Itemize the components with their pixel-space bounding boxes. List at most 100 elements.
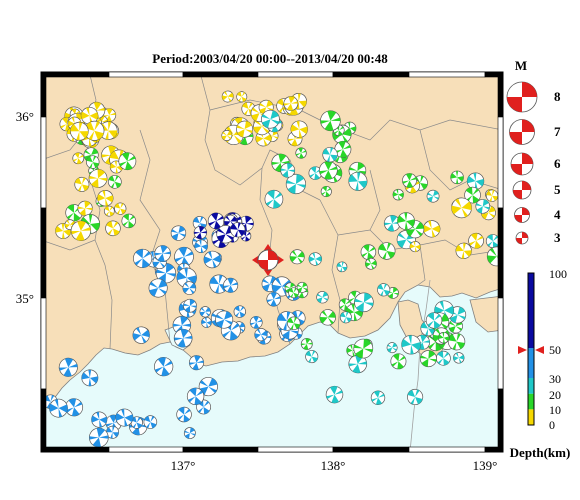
- event-beachball: [230, 222, 246, 238]
- magnitude-label-5: 5: [554, 182, 561, 197]
- event-beachball: [98, 121, 118, 140]
- event-beachball: [91, 411, 108, 428]
- magnitude-label-7: 7: [554, 124, 561, 139]
- event-beachball: [280, 162, 296, 178]
- event-beachball: [377, 242, 396, 260]
- magnitude-label-4: 4: [554, 207, 561, 222]
- event-beachball: [223, 277, 239, 293]
- depth-band: [528, 273, 534, 348]
- event-beachball: [154, 357, 174, 377]
- event-beachball: [121, 213, 136, 229]
- event-beachball: [188, 355, 205, 371]
- event-beachball: [115, 408, 134, 427]
- event-beachball: [77, 200, 93, 216]
- map-frame: [40, 71, 504, 453]
- depth-label-20: 20: [549, 388, 561, 402]
- event-beachball: [339, 311, 352, 324]
- event-beachball: [194, 239, 208, 253]
- event-beachball: [485, 189, 499, 202]
- plate-boundary: [409, 279, 431, 452]
- event-markers: [43, 90, 503, 448]
- event-beachball: [80, 106, 99, 125]
- event-beachball: [182, 281, 197, 295]
- event-beachball: [58, 357, 78, 377]
- magnitude-legend-title: M: [515, 58, 527, 73]
- event-beachball: [426, 189, 440, 203]
- event-beachball: [383, 215, 401, 232]
- magnitude-legend-beachball: [510, 152, 534, 176]
- magnitude-legend-beachball: [509, 119, 535, 145]
- event-beachball: [475, 198, 491, 214]
- magnitude-legend-beachball: [515, 231, 529, 245]
- event-beachball: [170, 225, 187, 241]
- highlight-event[interactable]: [252, 244, 284, 276]
- event-beachball: [236, 91, 248, 103]
- epicenter-marker-bottom: [264, 270, 272, 276]
- event-beachball: [107, 174, 122, 189]
- event-beachball: [377, 283, 391, 297]
- event-beachball: [236, 120, 254, 138]
- event-beachball: [97, 190, 114, 207]
- event-beachball: [296, 281, 308, 293]
- event-beachball: [316, 291, 329, 304]
- event-beachball: [130, 416, 143, 429]
- event-beachball: [174, 246, 194, 267]
- event-beachball: [72, 152, 85, 165]
- event-beachball: [320, 110, 341, 132]
- event-beachball: [287, 316, 301, 331]
- event-beachball: [88, 169, 108, 188]
- depth-legend-title: Depth(km): [510, 445, 571, 460]
- event-beachball: [49, 398, 68, 418]
- epicenter-marker-right: [278, 256, 284, 264]
- lon-tick-139: 139°: [473, 458, 498, 473]
- event-beachball: [143, 415, 158, 429]
- lat-tick-36: 36°: [16, 109, 34, 124]
- lat-tick-35: 35°: [16, 291, 34, 306]
- event-beachball: [401, 334, 421, 355]
- event-beachball: [285, 173, 307, 195]
- event-beachball: [305, 350, 319, 364]
- event-beachball: [249, 316, 263, 329]
- event-beachball: [105, 220, 121, 237]
- event-beachball: [348, 171, 368, 191]
- depth-bar-outline: [527, 272, 535, 426]
- event-beachball: [84, 120, 105, 141]
- magnitude-legend: M 8 7 6 5 4 3: [506, 58, 561, 245]
- event-beachball: [233, 305, 246, 318]
- event-beachball: [106, 425, 119, 439]
- event-beachball: [114, 202, 127, 215]
- event-beachball: [254, 328, 268, 342]
- event-beachball: [455, 242, 472, 259]
- event-beachball: [336, 261, 348, 273]
- event-beachball: [70, 121, 89, 141]
- event-beachball: [81, 369, 99, 387]
- event-beachball: [198, 376, 218, 397]
- event-beachball: [215, 310, 234, 329]
- land: [41, 72, 503, 411]
- event-beachball: [74, 176, 90, 192]
- depth-band: [528, 393, 534, 410]
- event-beachball: [485, 234, 500, 249]
- event-beachball: [221, 90, 234, 103]
- event-beachball: [186, 387, 205, 406]
- magnitude-label-6: 6: [554, 156, 561, 171]
- event-beachball: [70, 220, 92, 241]
- depth-label-50: 50: [549, 343, 561, 357]
- event-beachball: [360, 244, 377, 260]
- chart-title: Period:2003/04/20 00:00--2013/04/20 00:4…: [152, 51, 388, 66]
- event-beachball: [392, 188, 404, 201]
- event-beachball: [390, 353, 407, 370]
- event-beachball: [154, 245, 171, 262]
- event-beachball: [264, 189, 284, 209]
- event-beachball: [354, 292, 374, 313]
- event-beachball: [308, 166, 323, 180]
- epicenter-marker-left: [252, 256, 258, 264]
- event-beachball: [199, 306, 211, 318]
- event-beachball: [183, 298, 197, 313]
- event-beachball: [261, 109, 280, 129]
- event-beachball: [88, 427, 109, 448]
- event-beachball: [266, 291, 282, 307]
- map-area: [41, 72, 503, 452]
- east-land: [469, 295, 503, 333]
